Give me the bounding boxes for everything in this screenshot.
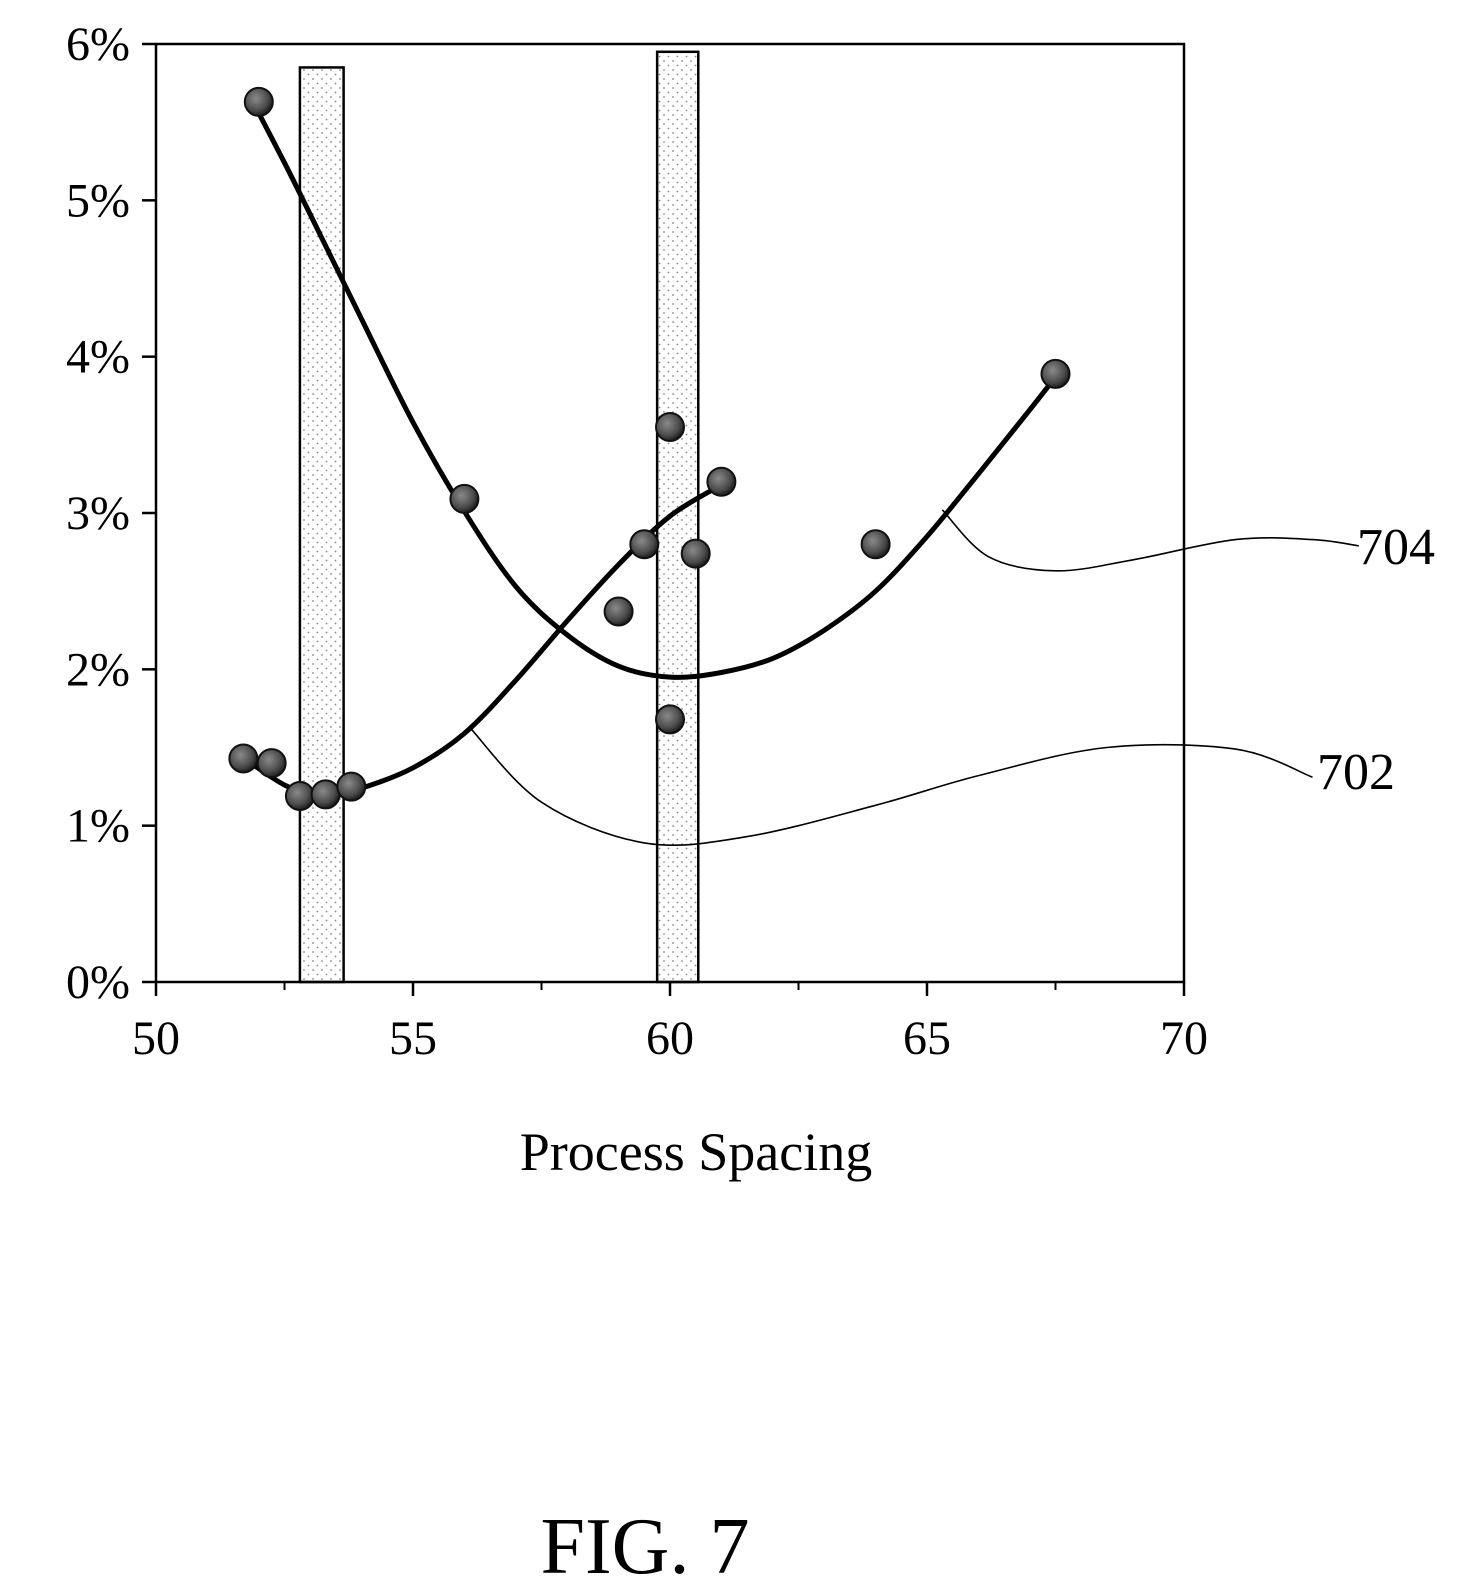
highlight-band-2	[655, 50, 700, 984]
data-point-702	[228, 743, 259, 774]
y-tick-label: 3%	[66, 487, 130, 540]
x-tick-label: 60	[646, 1012, 694, 1065]
y-tick-label: 2%	[66, 643, 130, 696]
x-tick-label: 65	[903, 1012, 951, 1065]
data-point-702	[284, 780, 315, 811]
fit-curve-704	[251, 100, 1058, 680]
fit-curves	[246, 100, 1058, 797]
highlight-bands	[298, 50, 700, 984]
highlight-band-1	[298, 66, 345, 984]
x-tick-label: 70	[1160, 1012, 1208, 1065]
x-axis-label: Process Spacing	[520, 1122, 872, 1182]
figure-caption: FIG. 7	[541, 1503, 750, 1591]
data-point-702	[310, 779, 341, 810]
data-point-704	[1040, 358, 1071, 389]
series-label-702: 702	[1317, 744, 1395, 801]
data-points	[228, 86, 1071, 811]
data-point-704	[655, 704, 685, 735]
callout-leader-704	[941, 509, 1359, 572]
x-tick-label: 50	[132, 1012, 180, 1065]
y-tick-label: 1%	[66, 800, 130, 853]
data-point-702	[603, 596, 634, 627]
y-tick-label: 4%	[66, 331, 130, 384]
data-point-702	[706, 466, 737, 497]
data-point-704	[449, 483, 480, 514]
callout-leader-702	[468, 726, 1313, 847]
series-label-704: 704	[1357, 519, 1435, 576]
data-point-702	[629, 529, 660, 560]
axes	[142, 42, 1186, 996]
data-point-702	[680, 538, 711, 569]
x-tick-label: 55	[389, 1012, 437, 1065]
data-point-704	[860, 529, 891, 560]
y-tick-label: 0%	[66, 956, 130, 1009]
tick-labels: 50 55 60 65 70 0% 1% 2% 3% 4% 5% 6%	[66, 18, 1208, 1065]
y-tick-label: 5%	[66, 174, 130, 227]
data-point-704	[243, 86, 274, 117]
data-point-702	[655, 412, 685, 443]
callout-leaders	[468, 509, 1359, 847]
data-point-702	[256, 748, 287, 779]
data-point-702	[336, 771, 367, 802]
y-tick-label: 6%	[66, 18, 130, 71]
